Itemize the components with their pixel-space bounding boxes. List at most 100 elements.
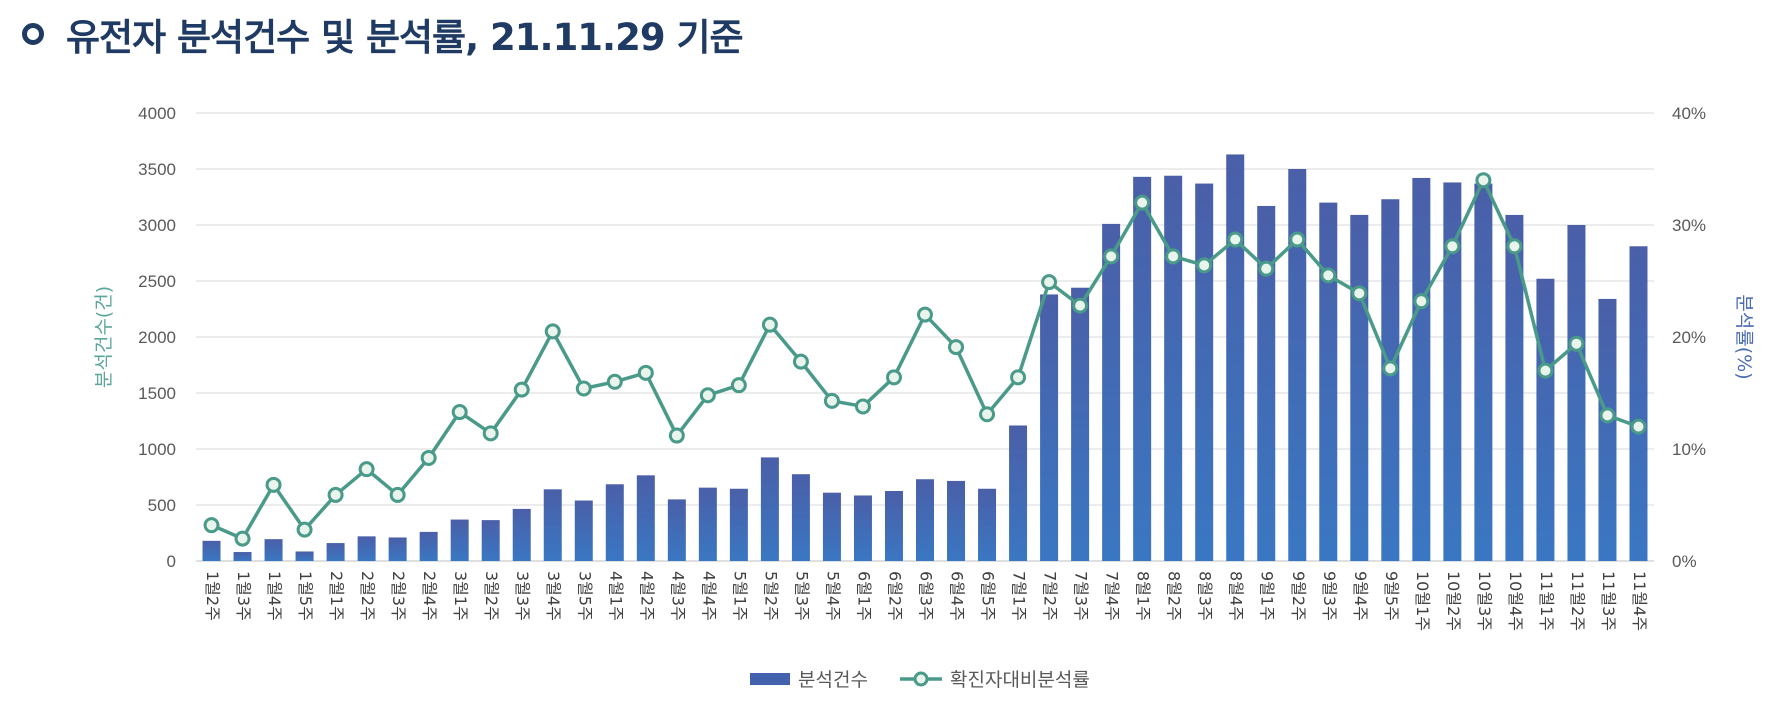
line-point bbox=[1196, 257, 1213, 274]
y-left-tick-label: 3500 bbox=[138, 160, 176, 179]
line-point bbox=[637, 364, 654, 381]
line-point bbox=[420, 449, 437, 466]
bar bbox=[667, 499, 686, 561]
bar bbox=[884, 491, 903, 561]
grid-lines bbox=[196, 112, 1654, 562]
bar bbox=[1536, 278, 1555, 561]
bar bbox=[264, 539, 283, 561]
line-point bbox=[699, 387, 716, 404]
y-right-tick-label: 40% bbox=[1672, 104, 1706, 123]
bar bbox=[698, 487, 717, 561]
bar bbox=[1226, 154, 1245, 561]
line-point bbox=[1041, 274, 1058, 291]
bar bbox=[605, 484, 624, 561]
line-point bbox=[451, 404, 468, 421]
legend-bar-swatch bbox=[750, 673, 790, 685]
bar bbox=[760, 457, 779, 561]
x-tick-label: 5월4주 bbox=[823, 571, 842, 621]
x-tick-label: 3월4주 bbox=[544, 571, 563, 621]
x-tick-label: 9월2주 bbox=[1289, 571, 1308, 621]
x-tick-label: 8월1주 bbox=[1134, 571, 1153, 621]
line-point bbox=[1351, 285, 1368, 302]
bar bbox=[1071, 287, 1090, 561]
bar bbox=[1009, 425, 1028, 561]
bar bbox=[1319, 202, 1338, 561]
x-tick-label: 3월2주 bbox=[482, 571, 501, 621]
y-right-tick-label: 30% bbox=[1672, 216, 1706, 235]
x-tick-label: 8월4주 bbox=[1227, 571, 1246, 621]
legend-line-marker bbox=[913, 671, 929, 687]
x-tick-label: 6월5주 bbox=[979, 571, 998, 621]
x-tick-label: 8월3주 bbox=[1196, 571, 1215, 621]
x-tick-label: 6월3주 bbox=[917, 571, 936, 621]
x-tick-label: 11월1주 bbox=[1537, 571, 1556, 631]
bar bbox=[1567, 225, 1586, 561]
x-tick-label: 1월5주 bbox=[296, 571, 315, 621]
bar bbox=[295, 551, 314, 561]
y-left-tick-label: 1000 bbox=[138, 440, 176, 459]
line-point bbox=[1103, 248, 1120, 265]
y-left-tick-label: 2000 bbox=[138, 328, 176, 347]
line-point bbox=[730, 377, 747, 394]
line-point bbox=[979, 406, 996, 423]
line-point bbox=[1475, 172, 1492, 189]
bar bbox=[326, 543, 345, 561]
line-point bbox=[234, 530, 251, 547]
x-tick-label: 3월1주 bbox=[451, 571, 470, 621]
line-point bbox=[358, 461, 375, 478]
x-tick-label: 7월1주 bbox=[1010, 571, 1029, 621]
x-tick-label: 7월2주 bbox=[1041, 571, 1060, 621]
line-point bbox=[792, 353, 809, 370]
x-tick-label: 11월4주 bbox=[1630, 571, 1649, 631]
bar bbox=[1505, 214, 1524, 562]
bar bbox=[233, 552, 252, 561]
x-tick-label: 9월3주 bbox=[1320, 571, 1339, 621]
x-tick-label: 10월1주 bbox=[1413, 571, 1432, 631]
bar bbox=[543, 489, 562, 561]
bar bbox=[1257, 205, 1276, 561]
line-point bbox=[1630, 418, 1647, 435]
line-point bbox=[917, 306, 933, 323]
x-tick-label: 4월4주 bbox=[699, 571, 718, 621]
bar bbox=[978, 488, 997, 561]
x-tick-label: 6월1주 bbox=[854, 571, 873, 621]
x-tick-label: 5월1주 bbox=[730, 571, 749, 621]
bar bbox=[1443, 182, 1462, 561]
y-left-tick-label: 500 bbox=[148, 496, 176, 515]
bar bbox=[450, 519, 469, 561]
bar bbox=[574, 500, 593, 561]
bar bbox=[729, 488, 748, 561]
bar bbox=[1629, 246, 1648, 561]
bar bbox=[1474, 183, 1493, 561]
title-row: 유전자 분석건수 및 분석률, 21.11.29 기준 bbox=[22, 6, 744, 62]
line-point bbox=[1134, 194, 1151, 211]
bar bbox=[916, 479, 934, 561]
line-point bbox=[823, 392, 840, 409]
x-tick-label: 3월3주 bbox=[513, 571, 532, 621]
bar bbox=[1412, 177, 1431, 561]
line-point bbox=[1506, 238, 1523, 255]
x-tick-label: 7월3주 bbox=[1072, 571, 1091, 621]
line-point bbox=[1382, 360, 1399, 377]
line-point bbox=[389, 486, 406, 503]
line-point bbox=[1010, 369, 1027, 386]
line-point bbox=[761, 316, 778, 333]
x-tick-label: 8월2주 bbox=[1165, 571, 1184, 621]
bar bbox=[357, 536, 376, 561]
line-point bbox=[1289, 231, 1306, 248]
x-tick-label: 4월1주 bbox=[606, 571, 625, 621]
line-point bbox=[606, 373, 623, 390]
bar bbox=[1350, 214, 1369, 562]
legend: 분석건수 확진자대비분석률 bbox=[750, 669, 1090, 691]
x-tick-label: 6월2주 bbox=[885, 571, 904, 621]
x-tick-label: 4월2주 bbox=[637, 571, 656, 621]
x-tick-label: 11월2주 bbox=[1568, 571, 1587, 631]
legend-label-bar: 분석건수 bbox=[798, 669, 868, 691]
line-series bbox=[203, 172, 1647, 547]
x-tick-label: 1월4주 bbox=[265, 571, 284, 621]
bar bbox=[1164, 175, 1183, 561]
x-tick-label: 2월2주 bbox=[358, 571, 377, 621]
line-point bbox=[1227, 231, 1244, 248]
bar bbox=[1381, 199, 1400, 562]
